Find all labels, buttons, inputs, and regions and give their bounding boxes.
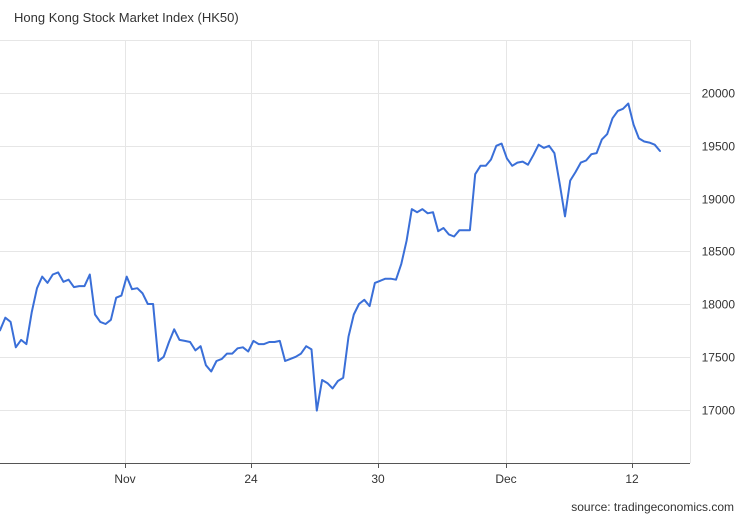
x-tick-label: 12 [625,472,639,486]
source-credit: source: tradingeconomics.com [571,500,734,514]
y-tick-label: 17500 [702,351,736,365]
tick-labels: 17000 17500 18000 18500 19000 19500 20000 Nov 24… [114,87,735,487]
y-tick-label: 18500 [702,245,736,259]
series-line [0,102,661,412]
axes [0,463,690,468]
y-tick-label: 17000 [702,404,736,418]
x-tick-label: 24 [244,472,258,486]
grid-lines [0,40,691,463]
chart-title: Hong Kong Stock Market Index (HK50) [14,10,239,25]
series-layer [0,102,661,412]
y-tick-label: 19000 [702,193,736,207]
x-tick-label: Dec [495,472,516,486]
x-tick-label: Nov [114,472,135,486]
y-tick-label: 19500 [702,140,736,154]
x-tick-label: 30 [371,472,385,486]
y-tick-label: 18000 [702,298,736,312]
y-tick-label: 20000 [702,87,736,101]
